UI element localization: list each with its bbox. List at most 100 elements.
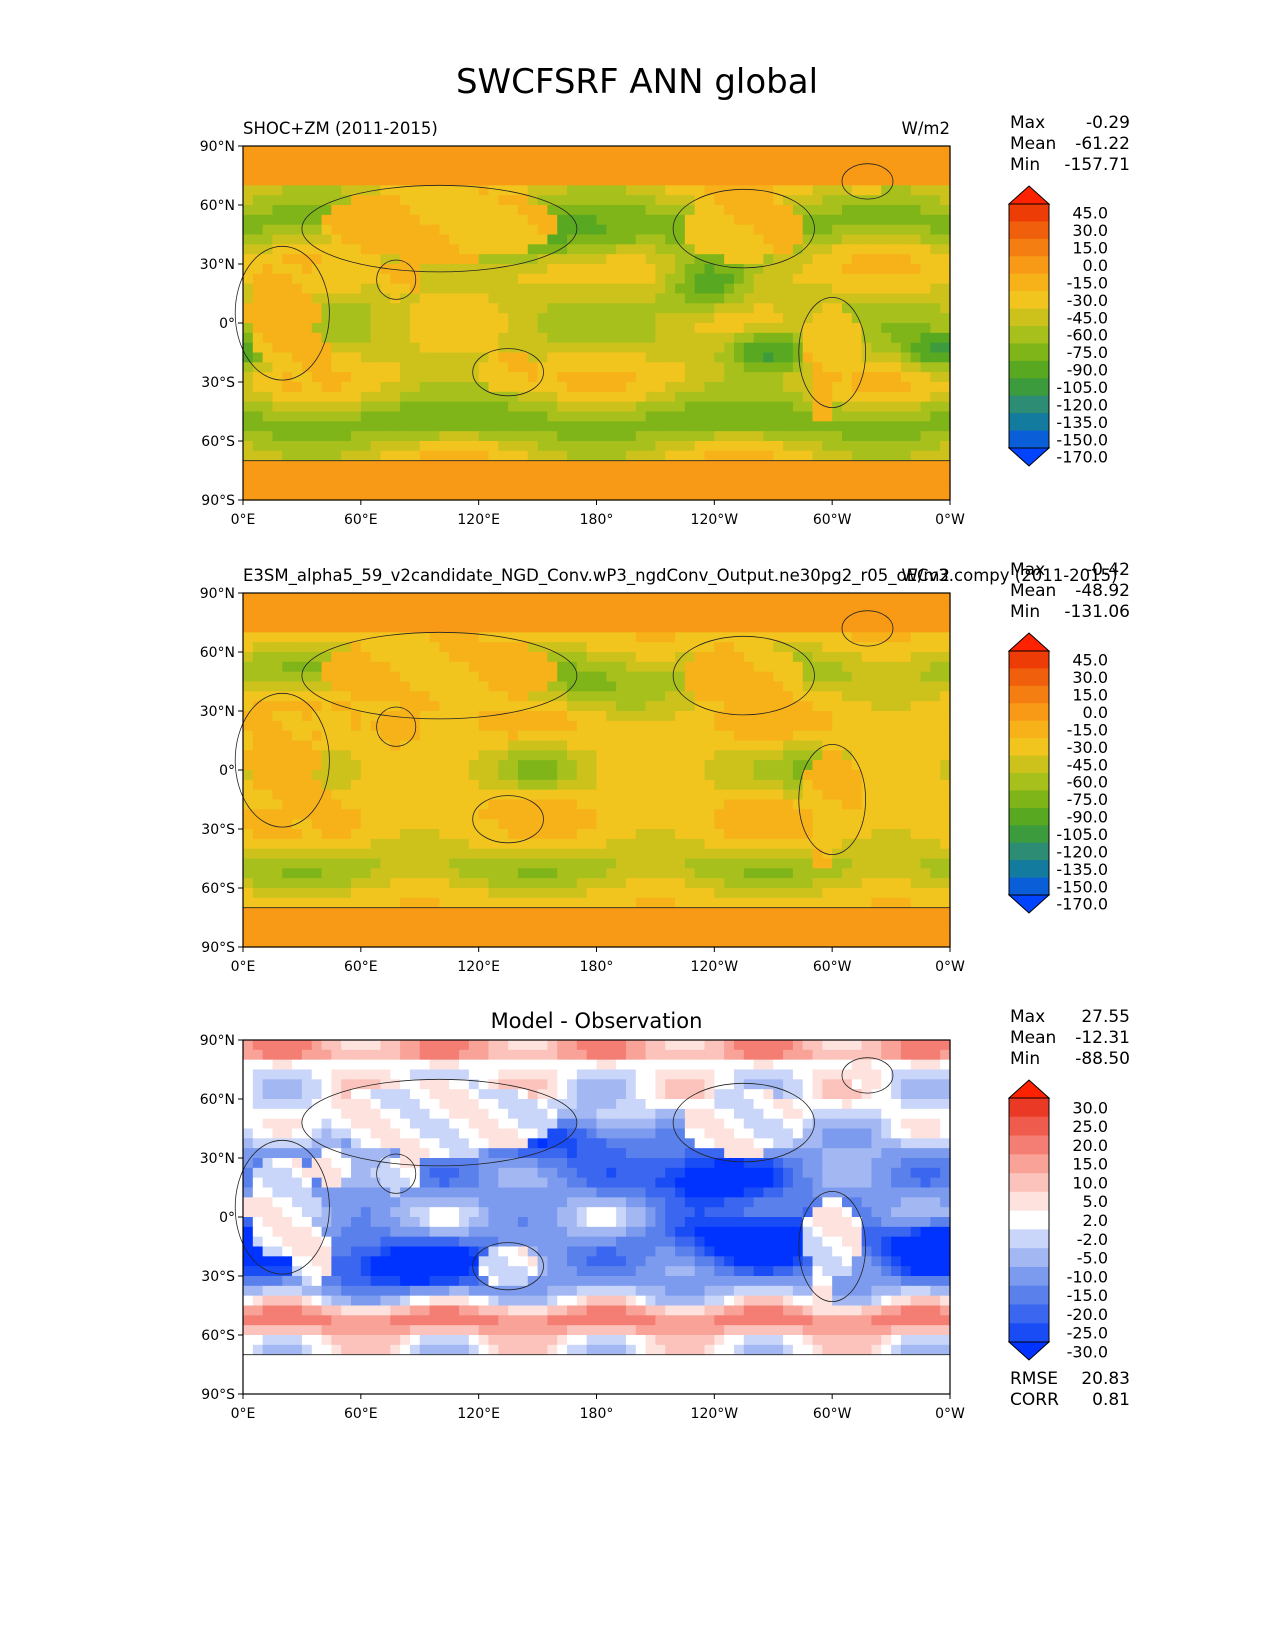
field-cell xyxy=(567,789,578,801)
field-cell xyxy=(655,711,666,722)
field-cell xyxy=(292,352,303,363)
field-cell xyxy=(341,720,352,732)
field-cell xyxy=(527,254,539,265)
field-cell xyxy=(341,273,352,285)
field-cell xyxy=(400,480,411,491)
field-cell xyxy=(881,661,892,673)
field-cell xyxy=(822,165,833,177)
field-cell xyxy=(675,652,686,663)
field-cell xyxy=(724,411,735,422)
field-cell xyxy=(292,224,303,236)
field-cell xyxy=(341,342,352,354)
field-cell xyxy=(881,858,892,869)
field-cell xyxy=(645,155,657,167)
field-cell xyxy=(773,264,784,275)
field-cell xyxy=(272,224,283,236)
field-cell xyxy=(488,897,499,909)
field-cell xyxy=(557,480,568,491)
field-cell xyxy=(930,146,941,157)
field-cell xyxy=(537,450,548,462)
field-cell xyxy=(252,244,264,255)
field-cell xyxy=(390,303,401,314)
field-cell xyxy=(792,789,804,801)
field-cell xyxy=(900,829,912,840)
field-cell xyxy=(714,701,725,712)
field-cell xyxy=(439,441,450,452)
field-cell xyxy=(360,701,372,712)
field-cell xyxy=(262,878,274,889)
field-cell xyxy=(498,878,509,889)
field-cell xyxy=(527,779,539,791)
field-cell xyxy=(675,313,686,324)
field-cell xyxy=(773,809,784,820)
field-cell xyxy=(262,146,274,157)
field-cell xyxy=(262,661,274,673)
field-cell xyxy=(940,858,951,869)
field-cell xyxy=(684,401,696,413)
field-cell xyxy=(930,195,941,206)
field-cell xyxy=(517,720,529,732)
field-cell xyxy=(517,146,529,157)
field-cell xyxy=(616,593,627,604)
field-cell xyxy=(252,907,264,919)
field-cell xyxy=(586,632,598,643)
field-cell xyxy=(252,224,264,236)
field-cell xyxy=(301,175,313,186)
field-cell xyxy=(940,730,951,742)
field-cell xyxy=(498,450,509,462)
field-cell xyxy=(783,868,794,879)
field-cell xyxy=(900,490,912,501)
field-cell xyxy=(576,224,588,236)
field-cell xyxy=(252,888,264,899)
field-cell xyxy=(851,878,863,889)
field-cell xyxy=(527,838,539,850)
field-cell xyxy=(449,642,460,653)
field-cell xyxy=(557,809,568,820)
field-cell xyxy=(547,711,558,722)
field-cell xyxy=(841,155,853,167)
field-cell xyxy=(488,642,499,653)
field-cell xyxy=(635,421,647,432)
field-cell xyxy=(665,878,676,889)
field-cell xyxy=(812,175,823,186)
field-cell xyxy=(684,888,696,899)
field-cell xyxy=(331,146,342,157)
field-cell xyxy=(596,195,607,206)
field-cell xyxy=(743,681,755,692)
field-cell xyxy=(910,740,922,751)
field-cell xyxy=(792,303,804,314)
field-cell xyxy=(822,799,833,810)
field-cell xyxy=(478,362,490,373)
field-cell xyxy=(851,273,863,285)
field-cell xyxy=(282,652,293,663)
field-cell xyxy=(792,431,804,442)
field-cell xyxy=(252,612,264,624)
field-cell xyxy=(841,490,853,501)
field-cell xyxy=(567,146,578,157)
field-cell xyxy=(576,244,588,255)
field-cell xyxy=(459,441,470,452)
field-cell xyxy=(733,431,745,442)
field-cell xyxy=(527,195,539,206)
field-cell xyxy=(832,155,843,167)
field-cell xyxy=(724,195,735,206)
field-cell xyxy=(459,681,470,692)
field-cell xyxy=(625,760,637,771)
field-cell xyxy=(684,809,696,820)
field-cell xyxy=(547,750,558,761)
field-cell xyxy=(557,652,568,663)
field-cell xyxy=(429,224,440,236)
field-cell xyxy=(792,770,804,781)
field-cell xyxy=(714,779,725,791)
field-cell xyxy=(282,146,293,157)
field-cell xyxy=(262,431,274,442)
field-cell xyxy=(517,897,529,909)
field-cell xyxy=(822,372,833,383)
field-cell xyxy=(733,224,745,236)
field-cell xyxy=(439,838,450,850)
field-cell xyxy=(743,313,755,324)
field-cell xyxy=(478,283,490,295)
field-cell xyxy=(822,450,833,462)
field-cell xyxy=(380,740,391,751)
field-cell xyxy=(301,632,313,643)
